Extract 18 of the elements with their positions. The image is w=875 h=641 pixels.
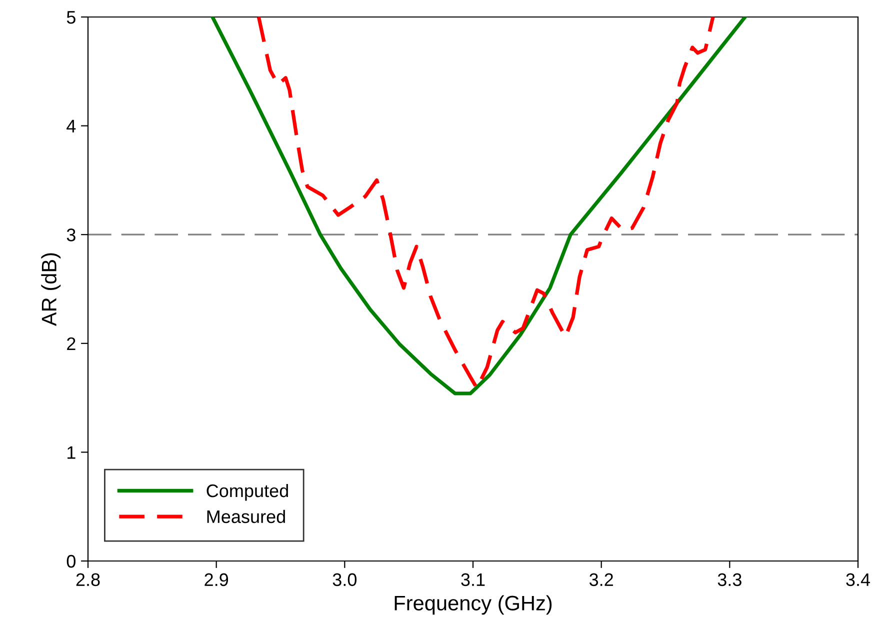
legend-label: Measured [207, 510, 285, 524]
x-tick-label: 3.0 [332, 573, 357, 586]
y-tick-label: 5 [66, 11, 76, 24]
y-tick-label: 1 [68, 446, 76, 459]
x-axis-title: Frequency (GHz) [394, 595, 552, 615]
x-tick-label: 2.9 [204, 573, 228, 586]
y-tick-label: 0 [66, 554, 76, 568]
x-tick-label: 3.2 [589, 573, 613, 586]
x-tick-label: 3.3 [718, 573, 742, 586]
line-series [210, 17, 747, 396]
y-tick-label: 4 [66, 120, 76, 132]
y-tick-label: 2 [67, 337, 76, 350]
x-tick-label: 3.4 [846, 573, 870, 586]
y-tick-label: 3 [66, 228, 76, 242]
x-tick-label: 2.8 [76, 573, 100, 586]
y-axis-title: AR (dB) [41, 253, 61, 326]
x-tick-label: 3.1 [461, 573, 485, 586]
legend-label: Computed [206, 484, 288, 501]
